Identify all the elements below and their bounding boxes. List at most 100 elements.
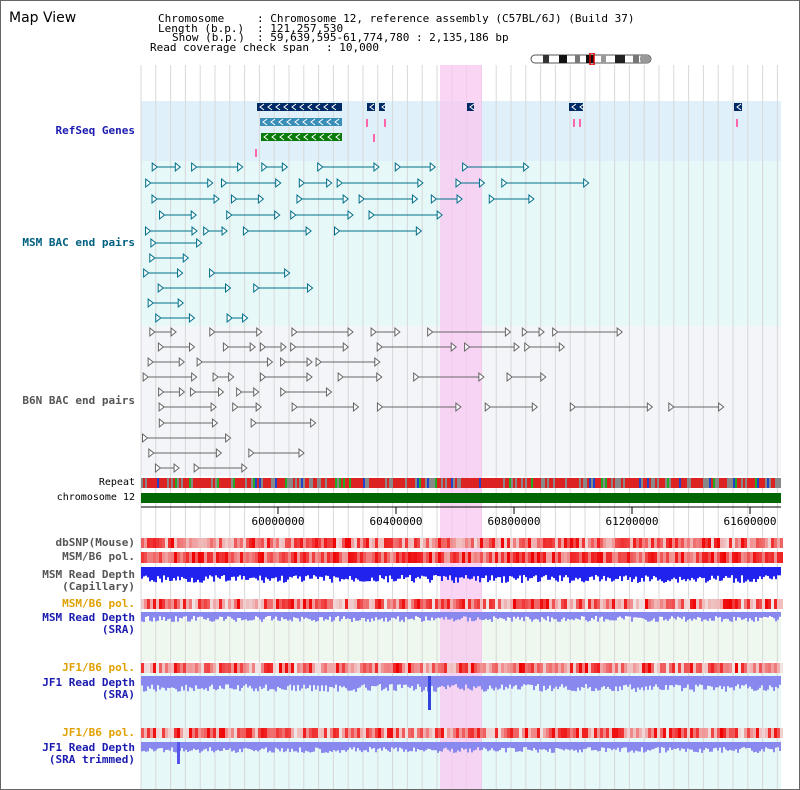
jf1-sra-depth-bar: [565, 676, 567, 687]
dbsnp-heat-cell: [210, 538, 213, 548]
track-label-msm-bac[interactable]: MSM BAC end pairs: [1, 237, 135, 249]
msm-b6-pol-heat-cell: [567, 552, 570, 563]
msm-b6-pol-heat-cell: [600, 552, 603, 563]
dbsnp-heat-cell: [381, 538, 384, 548]
msm-b6-pol-sra-heat-cell: [354, 599, 357, 609]
b6n-bac-pair-end: [376, 401, 384, 413]
repeat-cell: [529, 478, 531, 488]
track-label-chromosome[interactable]: chromosome 12: [1, 492, 135, 504]
dbsnp-heat-cell: [729, 538, 732, 548]
jf1-b6-pol-trim-heat-cell: [714, 728, 717, 738]
b6n-bac-pair-end: [173, 462, 180, 474]
track-label-refseq-genes[interactable]: RefSeq Genes: [1, 125, 135, 137]
track-label-jf1-depth-trimmed[interactable]: JF1 Read Depth (SRA trimmed): [1, 742, 135, 766]
jf1-b6-pol-trim-heat-cell: [321, 728, 324, 738]
jf1-sra-depth-bar: [297, 676, 299, 685]
msm-sra-depth-bar: [397, 612, 399, 617]
track-label-dbsnp[interactable]: dbSNP(Mouse): [1, 537, 135, 549]
msm-b6-pol-heat-cell: [489, 552, 492, 563]
msm-b6-pol-sra-heat-cell: [303, 599, 306, 609]
track-label-msm-depth-sra[interactable]: MSM Read Depth (SRA): [1, 612, 135, 636]
msm-sra-depth-bar: [587, 612, 589, 622]
dbsnp-heat-cell: [579, 538, 582, 548]
msm-capillary-depth-bar: [253, 567, 255, 578]
jf1-b6-pol-heat-cell: [405, 663, 408, 673]
track-label-jf1-depth-sra[interactable]: JF1 Read Depth (SRA): [1, 677, 135, 701]
track-label-msm-b6-pol-2[interactable]: MSM/B6 pol.: [1, 598, 135, 610]
msm-capillary-depth-bar: [577, 567, 579, 580]
jf1-sra-depth-bar: [705, 676, 707, 690]
msm-sra-depth-bar: [761, 612, 763, 619]
jf1-b6-pol-trim-heat-cell: [645, 728, 648, 738]
msm-capillary-depth-bar: [635, 567, 637, 577]
msm-capillary-depth-bar: [373, 567, 375, 581]
msm-capillary-depth-bar: [757, 567, 759, 580]
repeat-cell: [543, 478, 545, 488]
jf1-trim-depth-bar: [367, 742, 369, 753]
dbsnp-heat-cell: [699, 538, 702, 548]
gene-strand-arrow: [291, 103, 297, 111]
msm-sra-depth-bar: [545, 612, 547, 621]
msm-capillary-depth-bar: [691, 567, 693, 578]
jf1-sra-depth-bar: [535, 676, 537, 687]
msm-b6-pol-sra-heat-cell: [531, 599, 534, 609]
gene-strand-arrow: [327, 133, 333, 141]
jf1-trim-depth-bar: [347, 742, 349, 750]
jf1-trim-depth-bar: [603, 742, 605, 748]
jf1-trim-depth-bar: [275, 742, 277, 748]
repeat-cell: [753, 478, 755, 488]
msm-b6-pol-heat-cell: [387, 552, 390, 563]
jf1-sra-depth-bar: [713, 676, 715, 691]
dbsnp-heat-cell: [339, 538, 342, 548]
dbsnp-heat-cell: [357, 538, 360, 548]
repeat-cell: [207, 478, 209, 488]
msm-b6-pol-sra-heat-cell: [231, 599, 234, 609]
msm-bac-pair-end: [488, 193, 496, 205]
repeat-cell: [739, 478, 741, 488]
msm-capillary-depth-bar: [177, 567, 179, 577]
track-label-repeat[interactable]: Repeat: [1, 477, 135, 489]
jf1-sra-depth-bar: [183, 676, 185, 691]
repeat-cell: [427, 478, 429, 488]
dbsnp-heat-cell: [537, 538, 540, 548]
msm-b6-pol-heat-cell: [633, 552, 636, 563]
b6n-bac-pair-end: [370, 326, 377, 338]
jf1-b6-pol-heat-cell: [330, 663, 333, 673]
dbsnp-heat-cell: [681, 538, 684, 548]
jf1-trim-depth-bar: [209, 742, 211, 748]
msm-b6-pol-sra-heat-cell: [618, 599, 621, 609]
jf1-sra-depth-bar: [729, 676, 731, 688]
repeat-cell: [531, 478, 533, 488]
jf1-trim-depth-bar: [389, 742, 391, 752]
repeat-cell: [507, 478, 509, 488]
repeat-cell: [337, 478, 339, 488]
jf1-b6-pol-heat-cell: [432, 663, 435, 673]
msm-sra-depth-bar: [771, 612, 773, 618]
msm-b6-pol-sra-heat-cell: [390, 599, 393, 609]
msm-sra-depth-bar: [345, 612, 347, 619]
track-label-jf1-b6-pol-2[interactable]: JF1/B6 pol.: [1, 727, 135, 739]
msm-sra-depth-bar: [197, 612, 199, 618]
msm-b6-pol-heat-cell: [204, 552, 207, 563]
msm-sra-depth-bar: [575, 612, 577, 619]
jf1-sra-depth-bar: [743, 676, 745, 686]
track-label-msm-b6-pol-1[interactable]: MSM/B6 pol.: [1, 551, 135, 563]
msm-sra-depth-bar: [779, 612, 781, 617]
chromosome-ideogram[interactable]: [529, 53, 655, 65]
repeat-cell: [677, 478, 679, 488]
jf1-sra-depth-bar: [607, 676, 609, 687]
track-label-jf1-b6-pol-1[interactable]: JF1/B6 pol.: [1, 662, 135, 674]
jf1-sra-depth-bar: [699, 676, 701, 685]
track-label-b6n-bac[interactable]: B6N BAC end pairs: [1, 395, 135, 407]
jf1-trim-depth-bar: [379, 742, 381, 749]
msm-b6-pol-heat-cell: [480, 552, 483, 563]
msm-b6-pol-sra-heat-cell: [462, 599, 465, 609]
repeat-cell: [647, 478, 649, 488]
jf1-trim-depth-bar: [237, 742, 239, 753]
coverage-value: : 10,000: [326, 41, 379, 54]
msm-capillary-depth-bar: [367, 567, 369, 582]
track-label-msm-depth-capillary[interactable]: MSM Read Depth (Capillary): [1, 569, 135, 593]
gene-strand-arrow: [271, 133, 277, 141]
jf1-trim-depth-bar: [161, 742, 163, 749]
